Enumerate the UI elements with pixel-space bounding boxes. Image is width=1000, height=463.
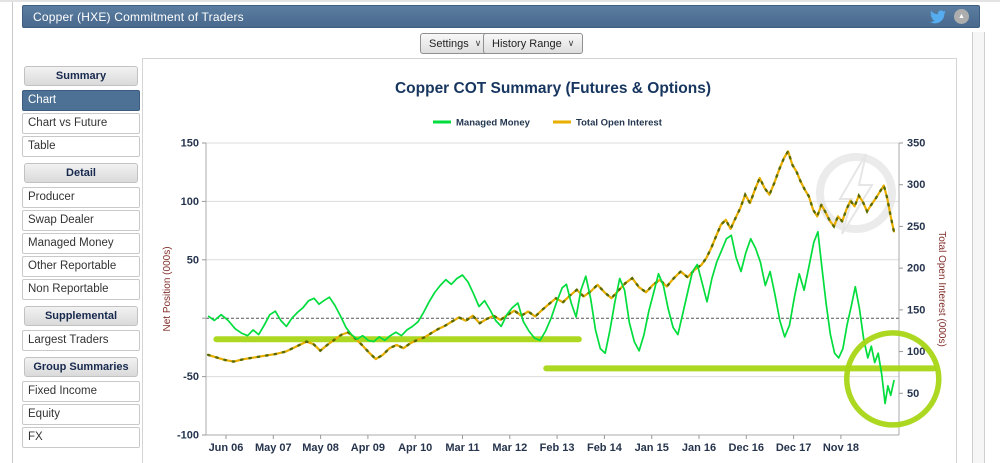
settings-dropdown-button[interactable]: Settings ∨ (420, 33, 491, 54)
sidebar-item-swap-dealer[interactable]: Swap Dealer (22, 210, 140, 231)
x-tick-label: Dec 16 (729, 442, 764, 454)
sidebar-item-chart[interactable]: Chart (22, 90, 140, 111)
twitter-icon[interactable] (930, 9, 946, 24)
history-range-label: History Range (492, 37, 562, 50)
lightning-bolt-icon (838, 153, 874, 235)
series-managed-money (207, 230, 895, 405)
x-tick-label: Dec 17 (776, 442, 811, 454)
sidebar-section-header-summary: Summary (24, 66, 138, 86)
x-tick-label: May 07 (255, 442, 292, 454)
sidebar-item-chart-vs-future[interactable]: Chart vs Future (22, 113, 140, 134)
x-tick-label: Mar 11 (445, 442, 479, 454)
right-tick-label: 350 (907, 138, 925, 150)
right-tick-label: 250 (907, 221, 925, 233)
chevron-down-icon: ∨ (474, 38, 482, 48)
chart-panel: Copper COT Summary (Futures & Options) Ma… (142, 58, 957, 463)
left-tick-label: 100 (181, 196, 199, 208)
sidebar-item-other-reportable[interactable]: Other Reportable (22, 256, 140, 277)
sidebar-item-fx[interactable]: FX (22, 427, 140, 448)
lightning-bolt-logo (816, 153, 896, 233)
sidebar-item-equity[interactable]: Equity (22, 404, 140, 425)
legend-label: Managed Money (456, 118, 531, 129)
left-tick-label: 50 (187, 254, 199, 266)
left-tick-label: 150 (181, 138, 199, 150)
settings-label: Settings (429, 37, 469, 50)
right-tick-label: 100 (907, 346, 925, 358)
history-range-dropdown-button[interactable]: History Range ∨ (483, 33, 584, 54)
x-tick-label: Apr 10 (398, 442, 432, 454)
sidebar-item-managed-money[interactable]: Managed Money (22, 233, 140, 254)
x-tick-label: Jan 16 (682, 442, 716, 454)
x-tick-label: Mar 12 (492, 442, 527, 454)
sidebar-nav: Summary Chart Chart vs Future Table Detail Pr… (22, 60, 140, 450)
series-total-open-interest-markers (206, 148, 896, 363)
title-bar: Copper (HXE) Commitment of Traders ▲ (22, 5, 980, 28)
right-tick-label: 200 (907, 263, 925, 275)
chevron-down-icon: ∨ (567, 38, 575, 48)
x-tick-label: Jan 15 (635, 442, 669, 454)
annotation-circle (844, 330, 942, 428)
x-tick-label: Apr 09 (351, 442, 385, 454)
series-total-open-interest (207, 150, 896, 363)
page-title: Copper (HXE) Commitment of Traders (33, 9, 244, 24)
x-tick-label: Feb 14 (587, 442, 623, 454)
legend-label: Total Open Interest (576, 118, 663, 129)
left-tick-label: -100 (177, 430, 199, 442)
sidebar-item-fixed-income[interactable]: Fixed Income (22, 381, 140, 402)
sidebar-item-table[interactable]: Table (22, 136, 140, 157)
x-tick-label: Nov 18 (823, 442, 859, 454)
sidebar-section-header-group-summaries: Group Summaries (24, 357, 138, 377)
right-tick-label: 300 (907, 179, 925, 191)
sidebar-section-header-detail: Detail (24, 163, 138, 183)
x-tick-label: May 08 (302, 442, 339, 454)
collapse-up-icon[interactable]: ▲ (954, 9, 969, 24)
sidebar-item-producer[interactable]: Producer (22, 187, 140, 208)
left-axis-title: Net Position (000s) (162, 246, 173, 331)
sidebar-item-largest-traders[interactable]: Largest Traders (22, 330, 140, 351)
left-tick-label: -50 (183, 371, 199, 383)
x-tick-label: Feb 13 (540, 442, 575, 454)
right-tick-label: 150 (907, 304, 925, 316)
right-tick-label: 50 (907, 388, 919, 400)
page-left-border (12, 2, 13, 463)
x-tick-label: Jun 06 (209, 442, 244, 454)
sidebar-item-non-reportable[interactable]: Non Reportable (22, 279, 140, 300)
chart-title: Copper COT Summary (Futures & Options) (395, 80, 711, 97)
scrollbar-track[interactable] (972, 32, 985, 463)
right-axis-title: Total Open Interest (000s) (936, 231, 947, 347)
cot-chart: Copper COT Summary (Futures & Options) Ma… (162, 80, 947, 454)
sidebar-section-header-supplemental: Supplemental (24, 306, 138, 326)
